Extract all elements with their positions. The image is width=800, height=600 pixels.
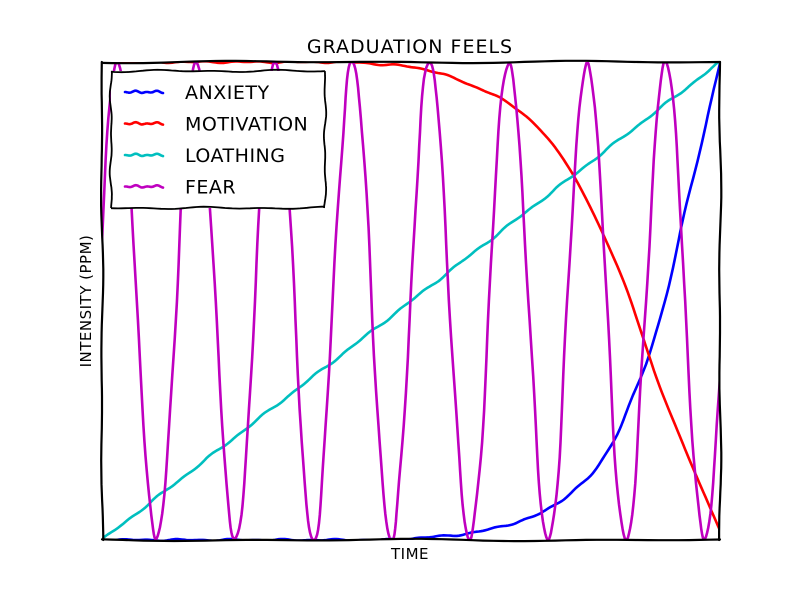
- legend-border: [110, 68, 326, 74]
- plot-frame-right: [718, 60, 723, 542]
- legend-swatch-loathing: [123, 152, 165, 158]
- y-axis-label: Intensity (ppm): [77, 235, 95, 368]
- legend-label-motivation: Motivation: [185, 114, 308, 136]
- legend-border: [108, 70, 113, 209]
- series-line-motivation: [102, 62, 720, 532]
- legend-label-anxiety: Anxiety: [185, 82, 270, 104]
- legend-border: [323, 70, 328, 209]
- legend-swatch-fear: [123, 183, 165, 189]
- x-axis-label: Time: [390, 545, 429, 563]
- legend-border: [110, 205, 325, 210]
- plot-frame: [100, 59, 723, 543]
- plot-frame-top: [100, 59, 722, 65]
- plot-frame-bottom: [100, 537, 722, 543]
- legend-label-loathing: Loathing: [185, 145, 285, 167]
- legend-swatch-anxiety: [123, 89, 165, 95]
- legend: Anxiety Motivation Loathing Fear: [108, 68, 328, 210]
- legend-swatch-motivation: [123, 120, 165, 126]
- chart-title: Graduation Feels: [307, 36, 513, 58]
- plot-frame-left: [100, 60, 105, 542]
- legend-label-fear: Fear: [185, 177, 236, 199]
